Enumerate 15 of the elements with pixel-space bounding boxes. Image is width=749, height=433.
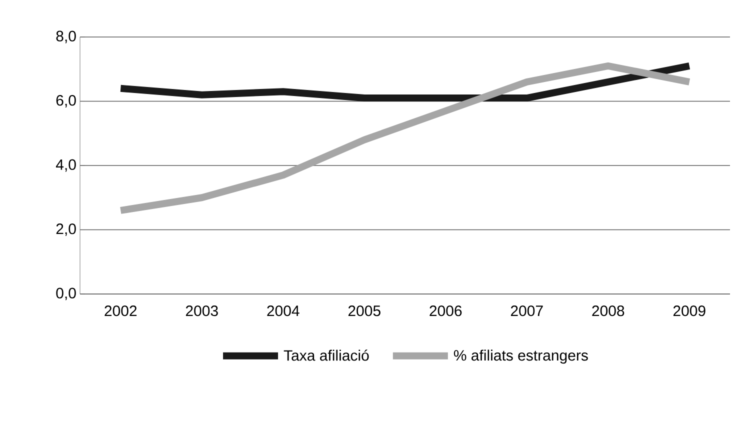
x-tick-label: 2003 (186, 306, 218, 316)
x-tick-label: 2007 (510, 306, 543, 316)
x-tick-label: 2004 (267, 306, 300, 316)
y-tick-label: 4,0 (56, 159, 76, 172)
x-tick-label: 2005 (348, 306, 380, 316)
legend-label: % afiliats estrangers (454, 350, 588, 364)
y-tick-label: 2,0 (56, 224, 76, 236)
x-tick-label: 2009 (673, 306, 706, 316)
y-tick-label: 6,0 (56, 95, 76, 108)
legend-label: Taxa afiliació (284, 350, 369, 361)
x-tick-label: 2002 (104, 306, 137, 316)
x-tick-label: 2006 (430, 306, 462, 316)
y-tick-label: 8,0 (56, 30, 76, 44)
y-tick-label: 0,0 (56, 288, 76, 300)
x-tick-label: 2008 (592, 306, 624, 316)
